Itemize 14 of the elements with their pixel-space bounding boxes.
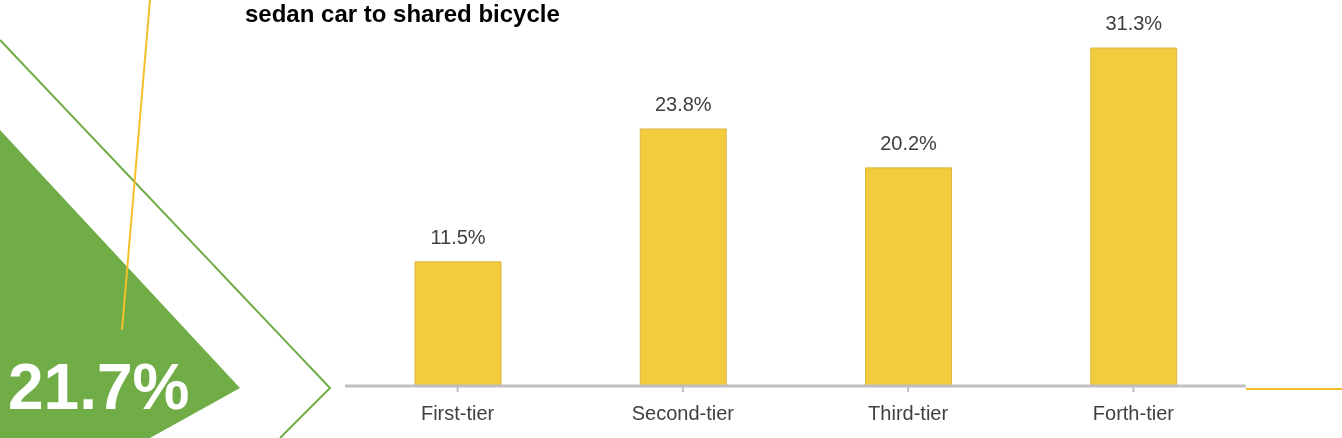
data-label: 11.5% [430,225,486,248]
x-tick-label: First-tier [420,402,495,425]
data-label: 20.2% [880,131,938,154]
x-tick-label: Forth-tier [1092,402,1175,425]
text: 21.7% [8,350,190,424]
x-tick-label: Third-tier [868,402,949,425]
chart-title: sedan car to shared bicycle [245,0,560,28]
bar [865,167,952,387]
data-label: 31.3% [1105,12,1163,34]
bar [639,128,727,387]
bar [1090,47,1178,387]
data-label: 23.8% [654,92,712,115]
bar [414,261,502,387]
x-tick-label: Second-tier [631,402,735,425]
